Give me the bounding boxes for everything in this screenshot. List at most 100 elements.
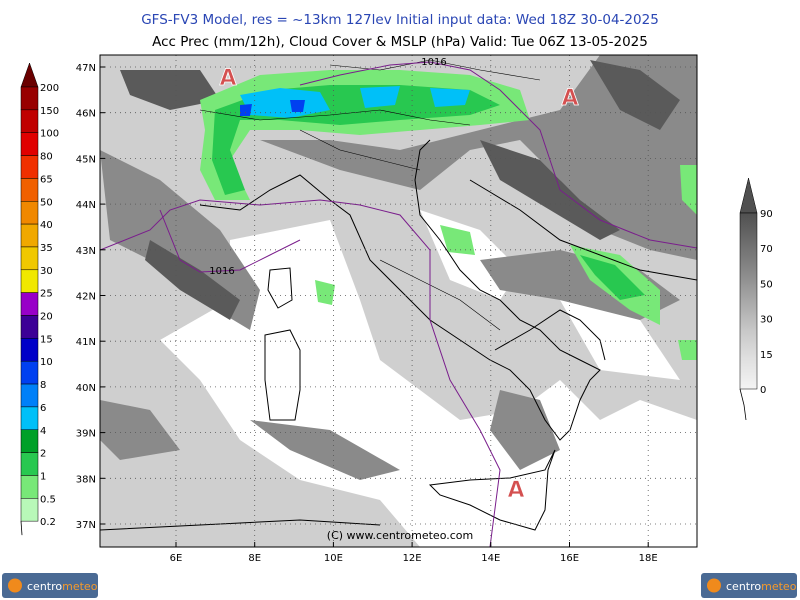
header-line2: Acc Prec (mm/12h), Cloud Cover & MSLP (h… [152,34,648,50]
cloud-scale-tail [739,388,747,421]
map-field [100,55,697,547]
precip-scale-band [20,201,39,225]
logo-icon [707,578,721,593]
high-pressure-marker: A [507,478,524,503]
precip-scale-band [20,155,39,179]
precip-scale-tail [20,521,23,536]
precip-scale-label: 10 [40,357,53,368]
high-pressure-marker: A [219,66,236,91]
precip-scale-label: 0.2 [40,517,56,528]
precip-scale-label: 50 [40,197,53,208]
precip-scale-band [20,109,39,133]
axes: 47N 46N 45N 44N 43N 42N 41N 40N 39N 38N 37N 6E 8E 10E… [76,63,658,564]
precip-scale-band [20,86,39,111]
cloud-scale-label: 50 [760,279,773,290]
precip-scale-band [20,406,39,430]
precip-scale-label: 30 [40,266,53,277]
logo-icon [8,578,22,593]
precip-scale-label: 20 [40,312,53,323]
cloud-scale-label: 70 [760,244,773,255]
lon-label: 12E [403,553,422,564]
precip-scale-band [20,338,39,362]
precip-scale-band [20,475,39,499]
precip-scale-label: 80 [40,152,53,163]
isobar-label: 1016 [209,266,234,277]
lat-label: 39N [76,429,96,440]
precip-scale-label: 0.5 [40,494,56,505]
precip-scale-label: 40 [40,220,53,231]
precip-scale-top [20,62,39,88]
dense-cloud [120,60,680,320]
precip-legend: 200 150 100 80 65 50 40 35 30 25 20 15 10 8 6 4 2 1 0.5 0.2 [20,62,59,536]
cloud-scale-bar [739,212,758,390]
lat-label: 37N [76,520,96,531]
precip-scale-band [20,452,39,476]
precip-scale-band [20,498,39,522]
logo: centrometeo [2,573,98,598]
lon-label: 16E [560,553,579,564]
lon-label: 10E [324,553,343,564]
logo-part: meteo [761,580,797,593]
lat-label: 42N [76,292,96,303]
precip-scale-label: 4 [40,426,46,437]
precip-areas [200,70,697,360]
precip-scale-label: 100 [40,129,59,140]
precip-scale-band [20,178,39,202]
lat-label: 47N [76,63,96,74]
lon-label: 8E [248,553,261,564]
precip-scale-label: 25 [40,289,53,300]
precip-scale-label: 200 [40,83,59,94]
high-pressure-marker: A [561,86,578,111]
precip-scale-band [20,360,39,385]
cloud-scale-label: 30 [760,315,773,326]
precip-scale-label: 1 [40,471,46,482]
cloud-scale-label: 0 [760,385,766,396]
precip-scale-label: 6 [40,403,46,414]
header-line1: GFS-FV3 Model, res = ~13km 127lev Initia… [141,12,659,28]
precip-scale-label: 65 [40,174,53,185]
precip-scale-label: 150 [40,106,59,117]
cloud-scale-top [739,177,758,214]
lon-label: 6E [170,553,183,564]
precip-scale-label: 2 [40,449,46,460]
precip-scale-band [20,429,39,453]
cloud-scale-label: 15 [760,350,773,361]
precip-scale-band [20,223,39,248]
coastlines [100,139,697,531]
logo-text: centrometeo [27,580,98,593]
graticule [100,55,697,547]
logo-part: centro [726,580,761,593]
copyright: (C) www.centrometeo.com [327,529,473,542]
lat-label: 40N [76,383,96,394]
precip-scale-band [20,132,39,156]
lat-label: 46N [76,109,96,120]
lon-label: 18E [639,553,658,564]
map-frame [99,54,698,548]
isobars [100,61,697,547]
cloud-legend: 90 70 50 30 15 0 [739,177,773,421]
logo-box [2,573,98,598]
cloud-scale-label: 90 [760,209,773,220]
precip-scale-band [20,269,39,293]
lat-label: 44N [76,200,96,211]
logo-text: centrometeo [726,580,797,593]
precip-scale-label: 15 [40,334,53,345]
lon-label: 14E [481,553,500,564]
logo-part: meteo [62,580,98,593]
precip-scale-label: 35 [40,243,53,254]
lat-label: 45N [76,154,96,165]
precip-scale-band [20,383,39,408]
logo: centrometeo [701,573,797,598]
isobar-label: 1016 [421,57,446,68]
precip-scale-band [20,246,39,271]
lat-label: 43N [76,246,96,257]
precip-scale-band [20,315,39,339]
logo-box [701,573,797,598]
precip-scale-band [20,292,39,316]
precip-scale-label: 8 [40,380,46,391]
logo-part: centro [27,580,62,593]
lat-label: 38N [76,474,96,485]
lat-label: 41N [76,337,96,348]
